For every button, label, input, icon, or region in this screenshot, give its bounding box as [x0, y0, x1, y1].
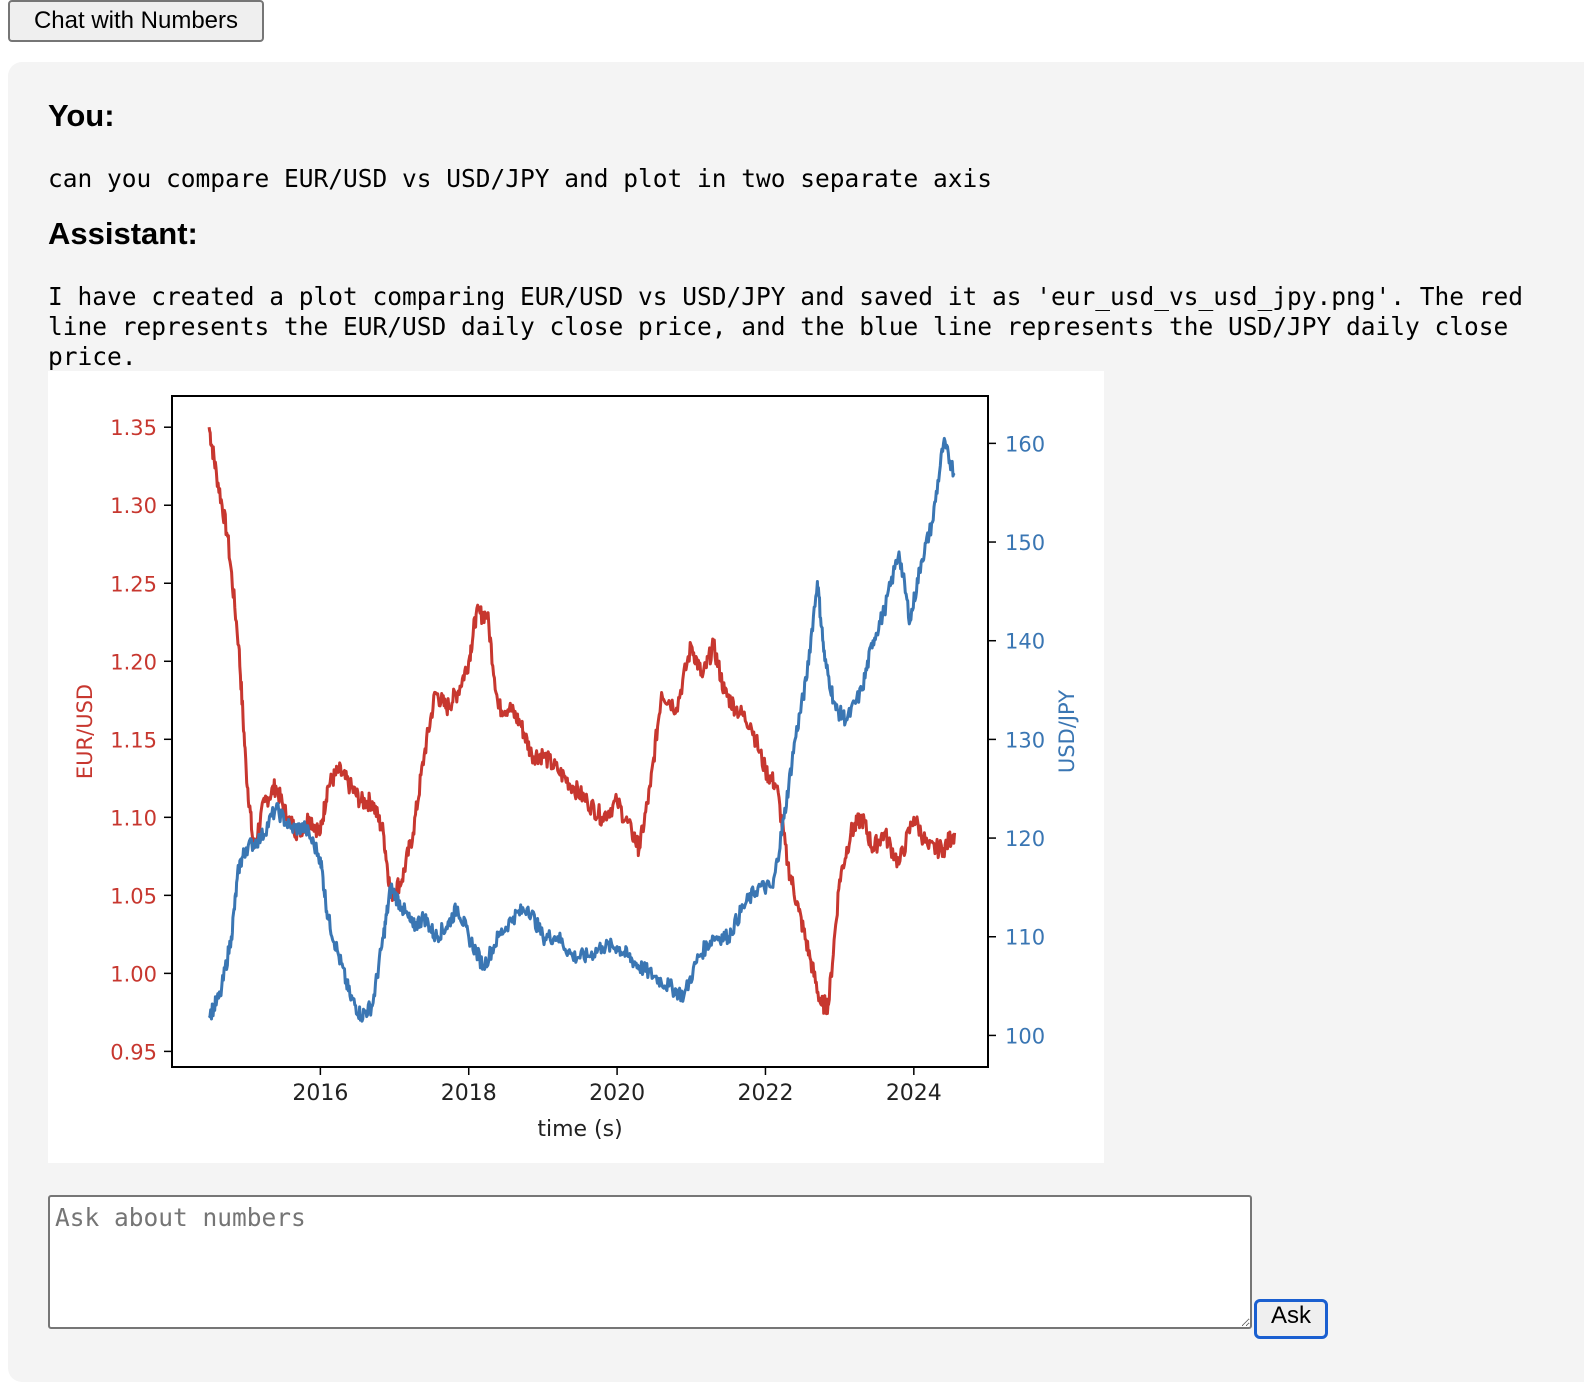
x-tick-label: 2016 — [292, 1081, 348, 1106]
x-tick-label: 2024 — [886, 1081, 942, 1106]
left-y-tick-label: 1.25 — [110, 572, 157, 596]
left-y-tick-label: 0.95 — [110, 1040, 157, 1064]
assistant-role-label: Assistant: — [48, 216, 198, 251]
left-y-tick-label: 1.15 — [110, 728, 157, 752]
left-y-tick-label: 1.35 — [110, 416, 157, 440]
x-tick-label: 2020 — [589, 1081, 645, 1106]
eur-usd-series-line — [207, 426, 957, 1016]
right-y-tick-label: 130 — [1005, 728, 1045, 752]
right-y-tick-label: 140 — [1005, 630, 1045, 654]
assistant-message: I have created a plot comparing EUR/USD … — [48, 282, 1538, 371]
eur-usd-vs-usd-jpy-chart: 2016 2018 2020 2022 2024 time (s) 0.95 1.00 1.05… — [73, 395, 1079, 1142]
left-y-tick-label: 1.05 — [110, 884, 157, 908]
left-y-tick-label: 1.00 — [110, 962, 157, 986]
right-y-tick-label: 150 — [1005, 531, 1045, 555]
right-y-tick-label: 160 — [1005, 432, 1045, 456]
chat-with-numbers-button[interactable]: Chat with Numbers — [8, 0, 264, 42]
ask-button[interactable]: Ask — [1254, 1299, 1328, 1339]
question-input[interactable] — [48, 1195, 1252, 1329]
user-message: can you compare EUR/USD vs USD/JPY and p… — [48, 164, 993, 193]
usd-jpy-series-line — [207, 436, 956, 1023]
left-y-axis-label: EUR/USD — [73, 684, 97, 779]
chart-image: 2016 2018 2020 2022 2024 time (s) 0.95 1.00 1.05… — [48, 371, 1104, 1163]
left-y-tick-label: 1.20 — [110, 650, 157, 674]
left-y-tick-label: 1.10 — [110, 806, 157, 830]
chat-panel: You: can you compare EUR/USD vs USD/JPY … — [8, 62, 1584, 1382]
x-tick-label: 2022 — [737, 1081, 793, 1106]
right-y-axis-label: USD/JPY — [1055, 690, 1079, 773]
x-tick-label: 2018 — [441, 1081, 497, 1106]
right-y-tick-label: 100 — [1005, 1024, 1045, 1048]
plot-area-frame — [171, 395, 989, 1068]
right-y-tick-label: 120 — [1005, 827, 1045, 851]
x-axis-label: time (s) — [537, 1117, 622, 1142]
user-role-label: You: — [48, 98, 115, 133]
right-y-tick-label: 110 — [1005, 926, 1045, 950]
left-y-tick-label: 1.30 — [110, 494, 157, 518]
